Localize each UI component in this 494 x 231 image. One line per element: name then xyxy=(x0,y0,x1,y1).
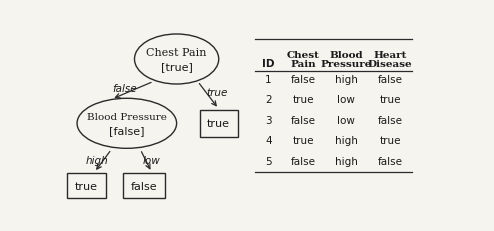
Ellipse shape xyxy=(77,99,177,149)
Text: Blood: Blood xyxy=(329,51,363,60)
Text: false: false xyxy=(290,115,316,125)
Text: false: false xyxy=(377,156,403,166)
Text: 4: 4 xyxy=(265,136,272,146)
FancyBboxPatch shape xyxy=(123,173,165,198)
Text: true: true xyxy=(75,181,98,191)
Text: false: false xyxy=(131,181,158,191)
Text: high: high xyxy=(334,74,358,84)
Text: true: true xyxy=(379,136,401,146)
Text: ID: ID xyxy=(262,59,275,69)
Text: true: true xyxy=(379,95,401,105)
Text: high: high xyxy=(334,136,358,146)
Text: Disease: Disease xyxy=(368,60,412,69)
FancyBboxPatch shape xyxy=(200,110,238,137)
Text: Chest: Chest xyxy=(287,51,320,60)
Text: false: false xyxy=(290,156,316,166)
Text: 5: 5 xyxy=(265,156,272,166)
Text: low: low xyxy=(337,115,355,125)
Text: Chest Pain: Chest Pain xyxy=(146,48,207,58)
Text: 3: 3 xyxy=(265,115,272,125)
Text: Pain: Pain xyxy=(290,60,316,69)
Text: high: high xyxy=(86,155,109,165)
Text: low: low xyxy=(143,155,161,165)
Text: high: high xyxy=(334,156,358,166)
Text: true: true xyxy=(292,136,314,146)
Text: 2: 2 xyxy=(265,95,272,105)
Ellipse shape xyxy=(134,35,219,85)
Text: Pressure: Pressure xyxy=(320,60,371,69)
Text: true: true xyxy=(292,95,314,105)
Text: [true]: [true] xyxy=(161,62,193,72)
Text: true: true xyxy=(206,88,228,98)
Text: false: false xyxy=(113,84,137,94)
Text: Blood Pressure: Blood Pressure xyxy=(87,112,167,121)
Text: true: true xyxy=(207,119,230,129)
Text: false: false xyxy=(377,74,403,84)
Text: [false]: [false] xyxy=(109,126,145,136)
Text: false: false xyxy=(290,74,316,84)
FancyBboxPatch shape xyxy=(68,173,106,198)
Text: 1: 1 xyxy=(265,74,272,84)
Text: low: low xyxy=(337,95,355,105)
Text: false: false xyxy=(377,115,403,125)
Text: Heart: Heart xyxy=(373,51,407,60)
